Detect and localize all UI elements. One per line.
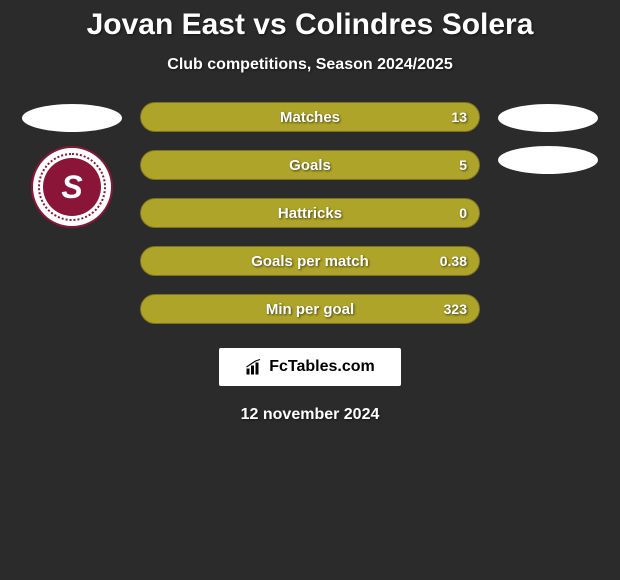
chart-icon bbox=[245, 358, 263, 376]
stat-label: Goals per match bbox=[251, 253, 369, 270]
footer: FcTables.com 12 november 2024 bbox=[0, 348, 620, 424]
stat-label: Hattricks bbox=[278, 205, 342, 222]
page-subtitle: Club competitions, Season 2024/2025 bbox=[0, 56, 620, 74]
club-badge-letter: S bbox=[43, 158, 101, 216]
content-row: S Matches 13 Goals 5 Hattricks 0 Goals p… bbox=[0, 102, 620, 324]
stat-label: Matches bbox=[280, 109, 340, 126]
stats-bars: Matches 13 Goals 5 Hattricks 0 Goals per… bbox=[140, 102, 480, 324]
club-badge-placeholder bbox=[498, 146, 598, 174]
player-avatar-placeholder bbox=[498, 104, 598, 132]
stat-bar: Matches 13 bbox=[140, 102, 480, 132]
club-badge: S bbox=[31, 146, 113, 228]
stat-value: 13 bbox=[451, 109, 467, 125]
stat-label: Goals bbox=[289, 157, 331, 174]
brand-badge[interactable]: FcTables.com bbox=[219, 348, 401, 386]
brand-text: FcTables.com bbox=[269, 358, 375, 376]
player-avatar-placeholder bbox=[22, 104, 122, 132]
stat-bar: Goals per match 0.38 bbox=[140, 246, 480, 276]
stat-label: Min per goal bbox=[266, 301, 354, 318]
date-label: 12 november 2024 bbox=[0, 406, 620, 424]
right-player-col bbox=[498, 102, 598, 174]
stat-value: 323 bbox=[444, 301, 467, 317]
comparison-panel: Jovan East vs Colindres Solera Club comp… bbox=[0, 0, 620, 424]
stat-bar: Hattricks 0 bbox=[140, 198, 480, 228]
stat-value: 0.38 bbox=[440, 253, 467, 269]
stat-value: 0 bbox=[459, 205, 467, 221]
page-title: Jovan East vs Colindres Solera bbox=[0, 8, 620, 42]
stat-value: 5 bbox=[459, 157, 467, 173]
stat-bar: Min per goal 323 bbox=[140, 294, 480, 324]
left-player-col: S bbox=[22, 102, 122, 228]
stat-bar: Goals 5 bbox=[140, 150, 480, 180]
